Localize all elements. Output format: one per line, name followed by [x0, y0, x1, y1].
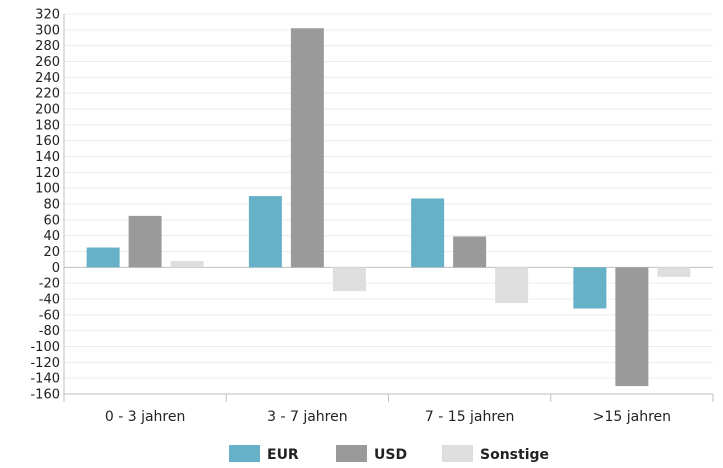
- bar-eur-2: [411, 198, 445, 268]
- bar-usd-3: [615, 267, 649, 387]
- y-tick-label: 220: [35, 87, 60, 102]
- bar-eur-1: [248, 196, 282, 268]
- y-tick-label: 100: [35, 182, 60, 197]
- legend-swatch-usd: [336, 445, 367, 462]
- y-tick-label: 200: [35, 103, 60, 118]
- y-axis: 3203002802602402202001801601401201008060…: [30, 8, 65, 403]
- y-tick-label: 20: [43, 245, 60, 260]
- y-tick-label: 240: [35, 71, 60, 86]
- legend-label-usd: USD: [374, 447, 407, 463]
- y-tick-label: -160: [30, 388, 60, 403]
- y-tick-label: 300: [35, 23, 60, 38]
- y-tick-label: 180: [35, 118, 60, 133]
- y-tick-label: 120: [35, 166, 60, 181]
- bar-eur-0: [86, 247, 120, 268]
- bar-usd-1: [290, 28, 324, 268]
- y-tick-label: 140: [35, 150, 60, 165]
- bars: [86, 28, 691, 387]
- y-tick-label: -60: [39, 308, 60, 323]
- bar-sonstige-2: [495, 267, 529, 303]
- x-tick-label: 7 - 15 jahren: [425, 409, 514, 425]
- x-axis: 0 - 3 jahren 3 - 7 jahren 7 - 15 jahren >15…: [63, 266, 714, 425]
- y-tick-label: -140: [30, 372, 60, 387]
- y-tick-label: 160: [35, 134, 60, 149]
- grid-lines: [64, 13, 713, 395]
- y-tick-label: 60: [43, 213, 60, 228]
- y-tick-label: 260: [35, 55, 60, 70]
- y-tick-label: 320: [35, 8, 60, 23]
- x-tick-label: >15 jahren: [593, 409, 671, 425]
- legend: EUR USD Sonstige: [229, 445, 549, 463]
- legend-label-eur: EUR: [267, 447, 299, 463]
- y-tick-label: -40: [39, 293, 60, 308]
- bar-usd-0: [128, 215, 162, 268]
- legend-swatch-sonstige: [442, 445, 473, 462]
- bar-usd-2: [453, 236, 487, 268]
- y-tick-label: 40: [43, 229, 60, 244]
- x-tick-label: 3 - 7 jahren: [267, 409, 348, 425]
- bar-sonstige-3: [657, 267, 691, 277]
- y-tick-label: -120: [30, 356, 60, 371]
- bar-sonstige-1: [332, 267, 366, 292]
- x-tick-label: 0 - 3 jahren: [105, 409, 186, 425]
- legend-label-sonstige: Sonstige: [480, 447, 549, 463]
- y-tick-label: -100: [30, 340, 60, 355]
- bar-sonstige-0: [170, 261, 204, 268]
- y-tick-label: 280: [35, 39, 60, 54]
- y-tick-label: 0: [52, 261, 60, 276]
- y-tick-label: -80: [39, 324, 60, 339]
- y-tick-label: -20: [39, 277, 60, 292]
- y-tick-label: 80: [43, 198, 60, 213]
- legend-swatch-eur: [229, 445, 260, 462]
- bar-eur-3: [573, 267, 607, 309]
